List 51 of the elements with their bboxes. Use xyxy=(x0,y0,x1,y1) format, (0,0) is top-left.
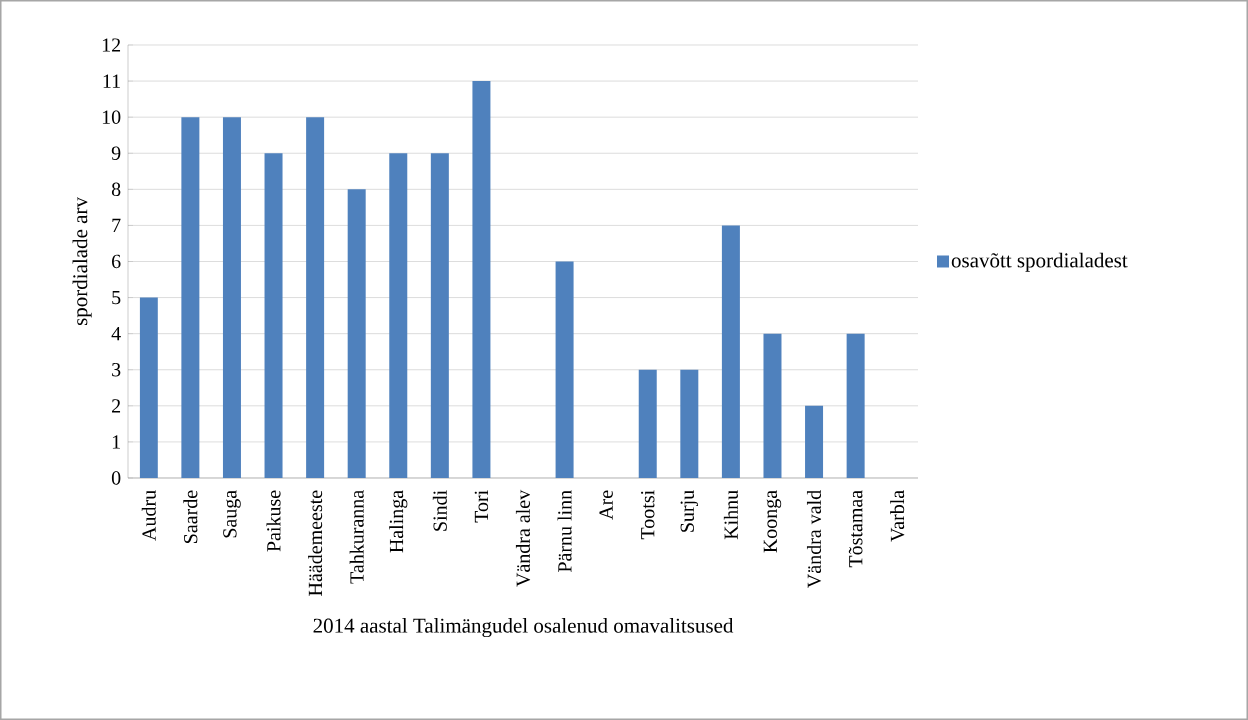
x-tick-label: Tori xyxy=(474,490,489,523)
bar xyxy=(264,153,283,478)
y-tick-label: 0 xyxy=(111,471,121,485)
y-tick-label: 3 xyxy=(112,363,121,377)
bar xyxy=(389,153,408,478)
y-tick-label: 6 xyxy=(112,254,121,269)
bar xyxy=(306,117,325,478)
x-tick-label: Kihnu xyxy=(723,490,738,540)
x-tick-label: Koonga xyxy=(763,490,782,553)
x-tick-label: Sindi xyxy=(432,490,447,531)
bar xyxy=(347,189,366,478)
x-tick-label: Halinga xyxy=(389,490,408,553)
bar xyxy=(139,297,158,478)
bar xyxy=(555,261,574,478)
y-tick-label: 2 xyxy=(112,399,121,413)
x-tick-label: Are xyxy=(599,490,613,520)
bar xyxy=(222,117,241,478)
x-tick-label: Saarde xyxy=(183,490,198,543)
legend-label: osavõtt spordialadest xyxy=(951,252,1128,272)
x-tick-label: Audru xyxy=(141,490,156,541)
x-tick-label: Tootsi xyxy=(641,490,655,540)
bar xyxy=(846,333,865,478)
bar xyxy=(805,405,824,478)
x-tick-label: Pärnu linn xyxy=(557,490,572,573)
x-tick-label: Tahkuranna xyxy=(349,490,364,584)
bar xyxy=(472,81,491,478)
x-tick-label: Tõstamaa xyxy=(848,490,863,568)
y-tick-label: 7 xyxy=(112,218,121,232)
bar xyxy=(430,153,449,478)
y-tick-label: 8 xyxy=(111,182,121,197)
x-tick-label: Varbla xyxy=(890,490,905,542)
bar xyxy=(181,117,200,478)
y-tick-label: 5 xyxy=(112,290,121,305)
y-tick-label: 9 xyxy=(111,146,121,160)
x-tick-label: Vändra alev xyxy=(515,489,531,587)
x-axis-title: 2014 aastal Talimängudel osalenud omavalitsused xyxy=(313,617,734,638)
x-tick-label: Vändra vald xyxy=(806,490,822,588)
y-tick-label: 4 xyxy=(111,327,121,341)
x-tick-label: Häädemeeste xyxy=(308,490,323,596)
bar xyxy=(763,333,782,478)
y-tick-label: 12 xyxy=(102,38,121,52)
y-tick-label: 11 xyxy=(103,74,120,88)
y-tick-label: 10 xyxy=(102,110,121,124)
x-tick-label: Sauga xyxy=(223,490,241,538)
x-tick-label: Surju xyxy=(680,490,699,532)
x-tick-label: Paikuse xyxy=(266,490,281,552)
bar xyxy=(721,225,740,478)
bar xyxy=(680,369,699,478)
y-tick-label: 1 xyxy=(112,435,120,449)
bar xyxy=(638,369,657,478)
y-axis-title: spordialade arv xyxy=(72,197,92,326)
